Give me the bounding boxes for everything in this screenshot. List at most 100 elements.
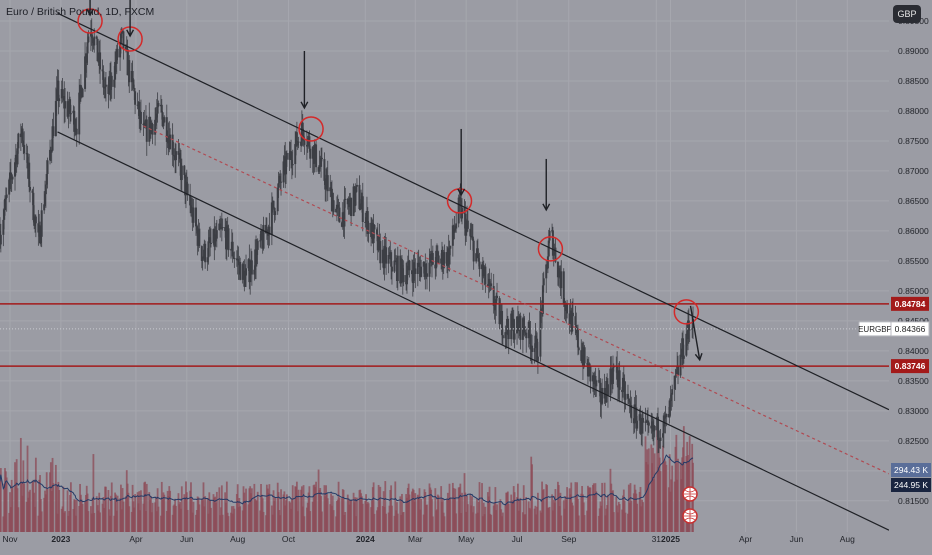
candle-body (282, 161, 285, 183)
projection-arrow[interactable] (689, 305, 701, 360)
candle-body (309, 148, 312, 159)
candle-body (640, 432, 643, 434)
price-tick-label: 0.87000 (898, 166, 929, 176)
volume-bar (175, 505, 177, 532)
volume-bar (484, 506, 487, 532)
candle-body (69, 113, 72, 115)
candle-body (383, 245, 386, 269)
candle-body (174, 151, 177, 161)
volume-bar (338, 497, 341, 532)
candle-body (677, 365, 680, 376)
channel-line-lower[interactable] (57, 131, 890, 531)
candle-body (285, 159, 288, 175)
candle-body (360, 203, 363, 209)
volume-bar (519, 497, 522, 532)
candle-body (55, 89, 58, 101)
candle-body (75, 128, 78, 135)
candle-body (149, 123, 152, 134)
candle-body (31, 190, 34, 193)
candle-body (659, 437, 662, 441)
volume-bar (478, 482, 481, 532)
candle-body (95, 36, 98, 39)
candle-body (300, 122, 303, 146)
volume-bar (490, 514, 493, 532)
candle-body (154, 119, 157, 135)
candle-body (348, 202, 351, 208)
candle-body (49, 149, 52, 161)
candle-body (414, 268, 417, 274)
candle-body (335, 204, 338, 209)
volume-bar (58, 489, 61, 532)
candle-body (405, 275, 408, 285)
marker-circle[interactable] (537, 236, 564, 262)
candle-body (587, 363, 590, 377)
candle-body (277, 183, 280, 188)
candle-body (449, 245, 452, 249)
candle-body (119, 33, 122, 44)
candle-body (691, 328, 694, 330)
candle-body (525, 332, 528, 339)
candle-body (26, 153, 29, 169)
candle-body (61, 89, 64, 98)
volume-bar (69, 482, 72, 532)
candle-body (162, 122, 165, 127)
volume-bar (221, 514, 224, 532)
candle-body (330, 188, 333, 212)
candle-body (8, 179, 11, 195)
volume-bar (496, 504, 498, 532)
candle-body (99, 52, 102, 70)
candle-body (179, 153, 182, 163)
candle-body (46, 160, 49, 175)
volume-bar (630, 500, 633, 532)
candle-body (533, 348, 536, 352)
candle-body (364, 221, 367, 223)
currency-button[interactable]: GBP (893, 5, 921, 23)
candle-body (452, 225, 455, 233)
candle-body (459, 196, 462, 201)
candle-body (551, 230, 554, 256)
candle-body (215, 230, 218, 239)
volume-bar (93, 512, 96, 532)
marker-circle[interactable] (298, 116, 324, 142)
candle-body (519, 315, 522, 340)
candle-body (506, 318, 509, 330)
volume-bar (624, 512, 627, 532)
candle-body (663, 415, 666, 419)
volume-bar (522, 485, 525, 532)
candle-body (344, 198, 347, 200)
candle-body (306, 138, 309, 147)
price-tick-label: 0.86000 (898, 226, 929, 236)
channel-line-midline[interactable] (143, 125, 890, 475)
volume-bar (55, 485, 58, 532)
candle-body (227, 228, 230, 251)
marker-circle[interactable] (446, 188, 473, 214)
marker-circle[interactable] (673, 299, 700, 325)
volume-bars (0, 426, 694, 532)
candle-body (476, 248, 479, 259)
candle-body (248, 259, 251, 283)
candle-body (647, 422, 650, 426)
volume-bar (116, 495, 119, 532)
channel-line-upper[interactable] (57, 12, 890, 411)
down-arrow-head (300, 101, 309, 110)
volume-bar (560, 515, 563, 532)
volume-bar (501, 512, 504, 532)
candle-body (455, 223, 458, 229)
volume-bar (92, 454, 95, 532)
candle-body (522, 318, 525, 328)
volume-bar (140, 490, 142, 532)
volume-bar (454, 488, 457, 532)
candle-body (498, 298, 501, 325)
candle-body (610, 368, 613, 380)
volume-bar (542, 489, 545, 532)
volume-bar (128, 506, 131, 532)
down-arrow-head (86, 8, 95, 17)
candle-body (194, 207, 197, 227)
volume-bar (274, 497, 277, 532)
candle-body (58, 98, 61, 102)
candle-body (165, 117, 168, 142)
candle-body (21, 128, 24, 141)
candle-body (542, 278, 545, 286)
